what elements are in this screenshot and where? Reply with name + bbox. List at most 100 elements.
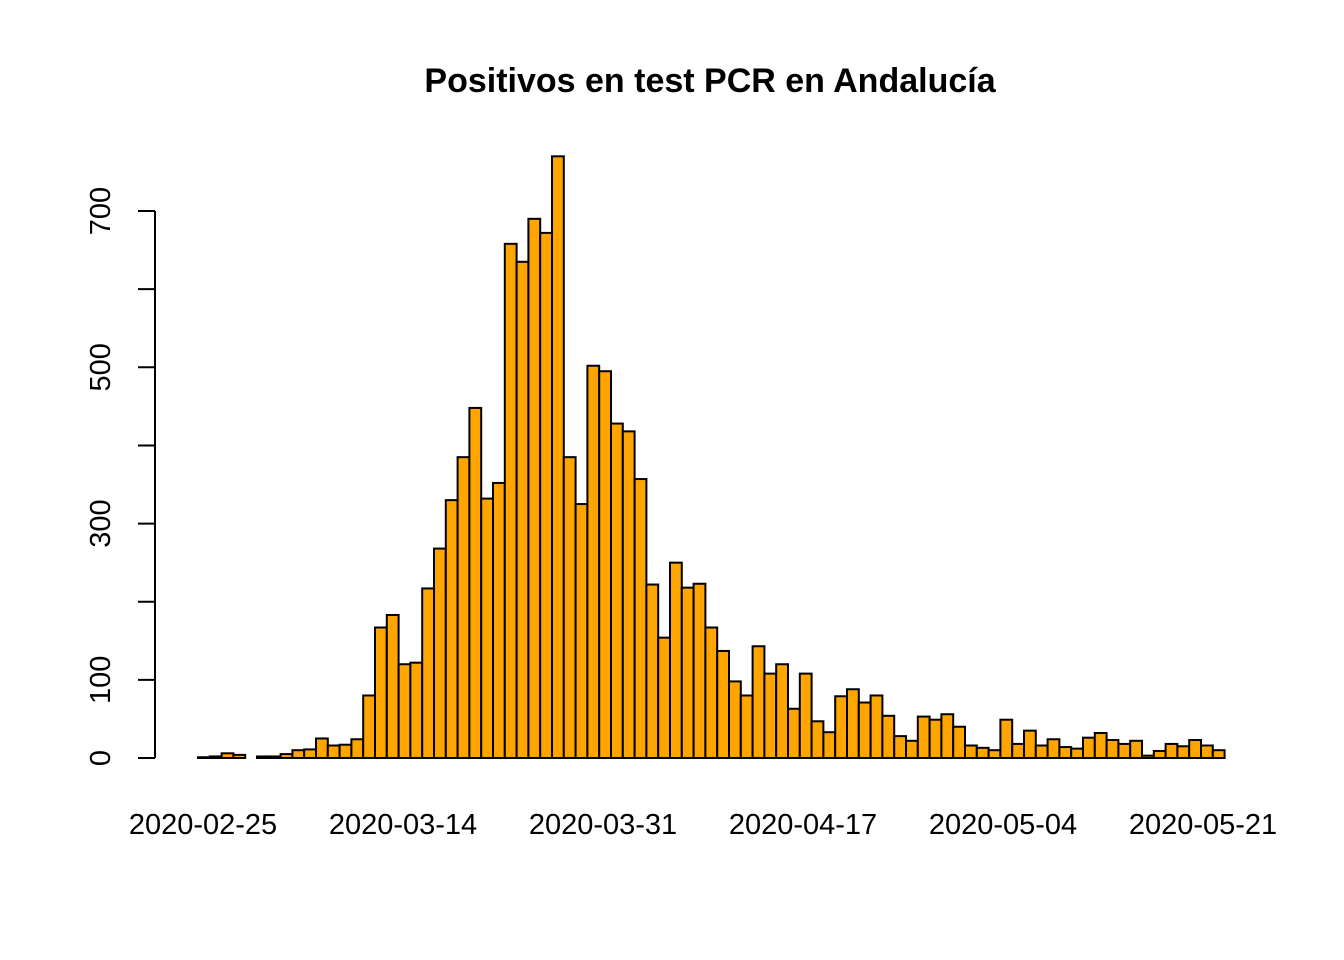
bar (220, 752, 235, 759)
bar (1105, 739, 1120, 760)
bar (645, 583, 660, 760)
bar (492, 481, 506, 759)
bar (834, 695, 849, 760)
bar (1129, 739, 1143, 759)
bar (704, 626, 719, 760)
bar (551, 155, 565, 759)
bar (728, 680, 742, 759)
bar (515, 260, 530, 759)
bar (952, 725, 967, 759)
bar (739, 694, 754, 759)
bar (303, 748, 318, 760)
bar (374, 626, 388, 760)
x-tick-label: 2020-05-04 (929, 809, 1077, 841)
x-tick-label: 2020-02-25 (129, 809, 277, 841)
bar (315, 737, 329, 759)
bar (574, 503, 589, 759)
bar (1200, 744, 1214, 759)
bar (527, 217, 542, 759)
bar (940, 713, 955, 759)
bar (775, 663, 790, 759)
bar (1164, 742, 1179, 759)
bar (881, 714, 896, 759)
bar (1188, 739, 1202, 760)
x-tick-label: 2020-03-31 (529, 809, 677, 841)
y-tick-label: 0 (85, 750, 117, 766)
bar (987, 749, 1002, 760)
x-tick-label: 2020-05-21 (1129, 809, 1277, 841)
bar (893, 735, 908, 759)
bar (621, 430, 636, 759)
bar (846, 688, 860, 759)
bar (503, 242, 518, 759)
bar (433, 547, 447, 760)
chart-title: Positivos en test PCR en Andalucía (424, 62, 996, 100)
bar (397, 663, 412, 759)
bar (669, 561, 683, 760)
bar (468, 406, 483, 759)
bar (208, 755, 223, 760)
bar (1117, 742, 1132, 759)
y-tick-label: 700 (85, 187, 117, 235)
bar (539, 231, 554, 759)
x-axis-labels: 2020-02-25 2020-03-14 2020-03-31 2020-04-17… (129, 809, 1277, 841)
bar (586, 364, 601, 759)
bar (610, 422, 624, 759)
bar (1082, 736, 1096, 759)
bar (964, 744, 978, 759)
bar (1070, 747, 1084, 759)
bar (975, 746, 990, 760)
bar (1023, 729, 1037, 760)
bar (562, 456, 577, 759)
bar (291, 749, 306, 760)
bar (197, 756, 211, 759)
bar (999, 718, 1014, 760)
bar (444, 499, 459, 759)
bar (338, 743, 353, 759)
bar (480, 497, 495, 759)
bar (787, 707, 801, 760)
bar (350, 738, 365, 759)
bar (810, 720, 825, 760)
y-tick-label: 500 (85, 343, 117, 391)
bar (456, 456, 471, 759)
bar (869, 694, 884, 759)
bar (409, 661, 424, 759)
bar (751, 645, 766, 760)
x-tick-label: 2020-03-14 (329, 809, 477, 841)
y-axis: 0 100 300 500 700 (85, 187, 156, 766)
bar (633, 478, 648, 759)
bar (256, 755, 270, 760)
bar (692, 582, 707, 759)
bars (197, 155, 1226, 760)
bar (1141, 754, 1155, 759)
bar (916, 715, 931, 760)
bar (1011, 742, 1026, 759)
bar (385, 614, 400, 759)
bar (1058, 746, 1073, 759)
bar (905, 739, 919, 759)
bar (1211, 749, 1226, 760)
bar (798, 672, 813, 759)
bar (421, 587, 436, 759)
bar (1034, 744, 1049, 759)
bar (267, 755, 282, 760)
y-tick-label: 100 (85, 656, 117, 704)
bar (232, 753, 247, 759)
y-tick-label: 300 (85, 499, 117, 547)
bar (362, 694, 377, 759)
bar (279, 753, 294, 760)
bar (1046, 738, 1061, 759)
bar (1093, 732, 1108, 759)
x-tick-label: 2020-04-17 (729, 809, 877, 841)
bar (928, 718, 943, 760)
bar (716, 649, 731, 760)
bar (1152, 749, 1167, 759)
bar (1176, 745, 1191, 760)
bar (763, 672, 778, 759)
bar (598, 370, 613, 759)
bar (326, 744, 341, 759)
bar (822, 731, 837, 760)
bar (680, 586, 695, 760)
